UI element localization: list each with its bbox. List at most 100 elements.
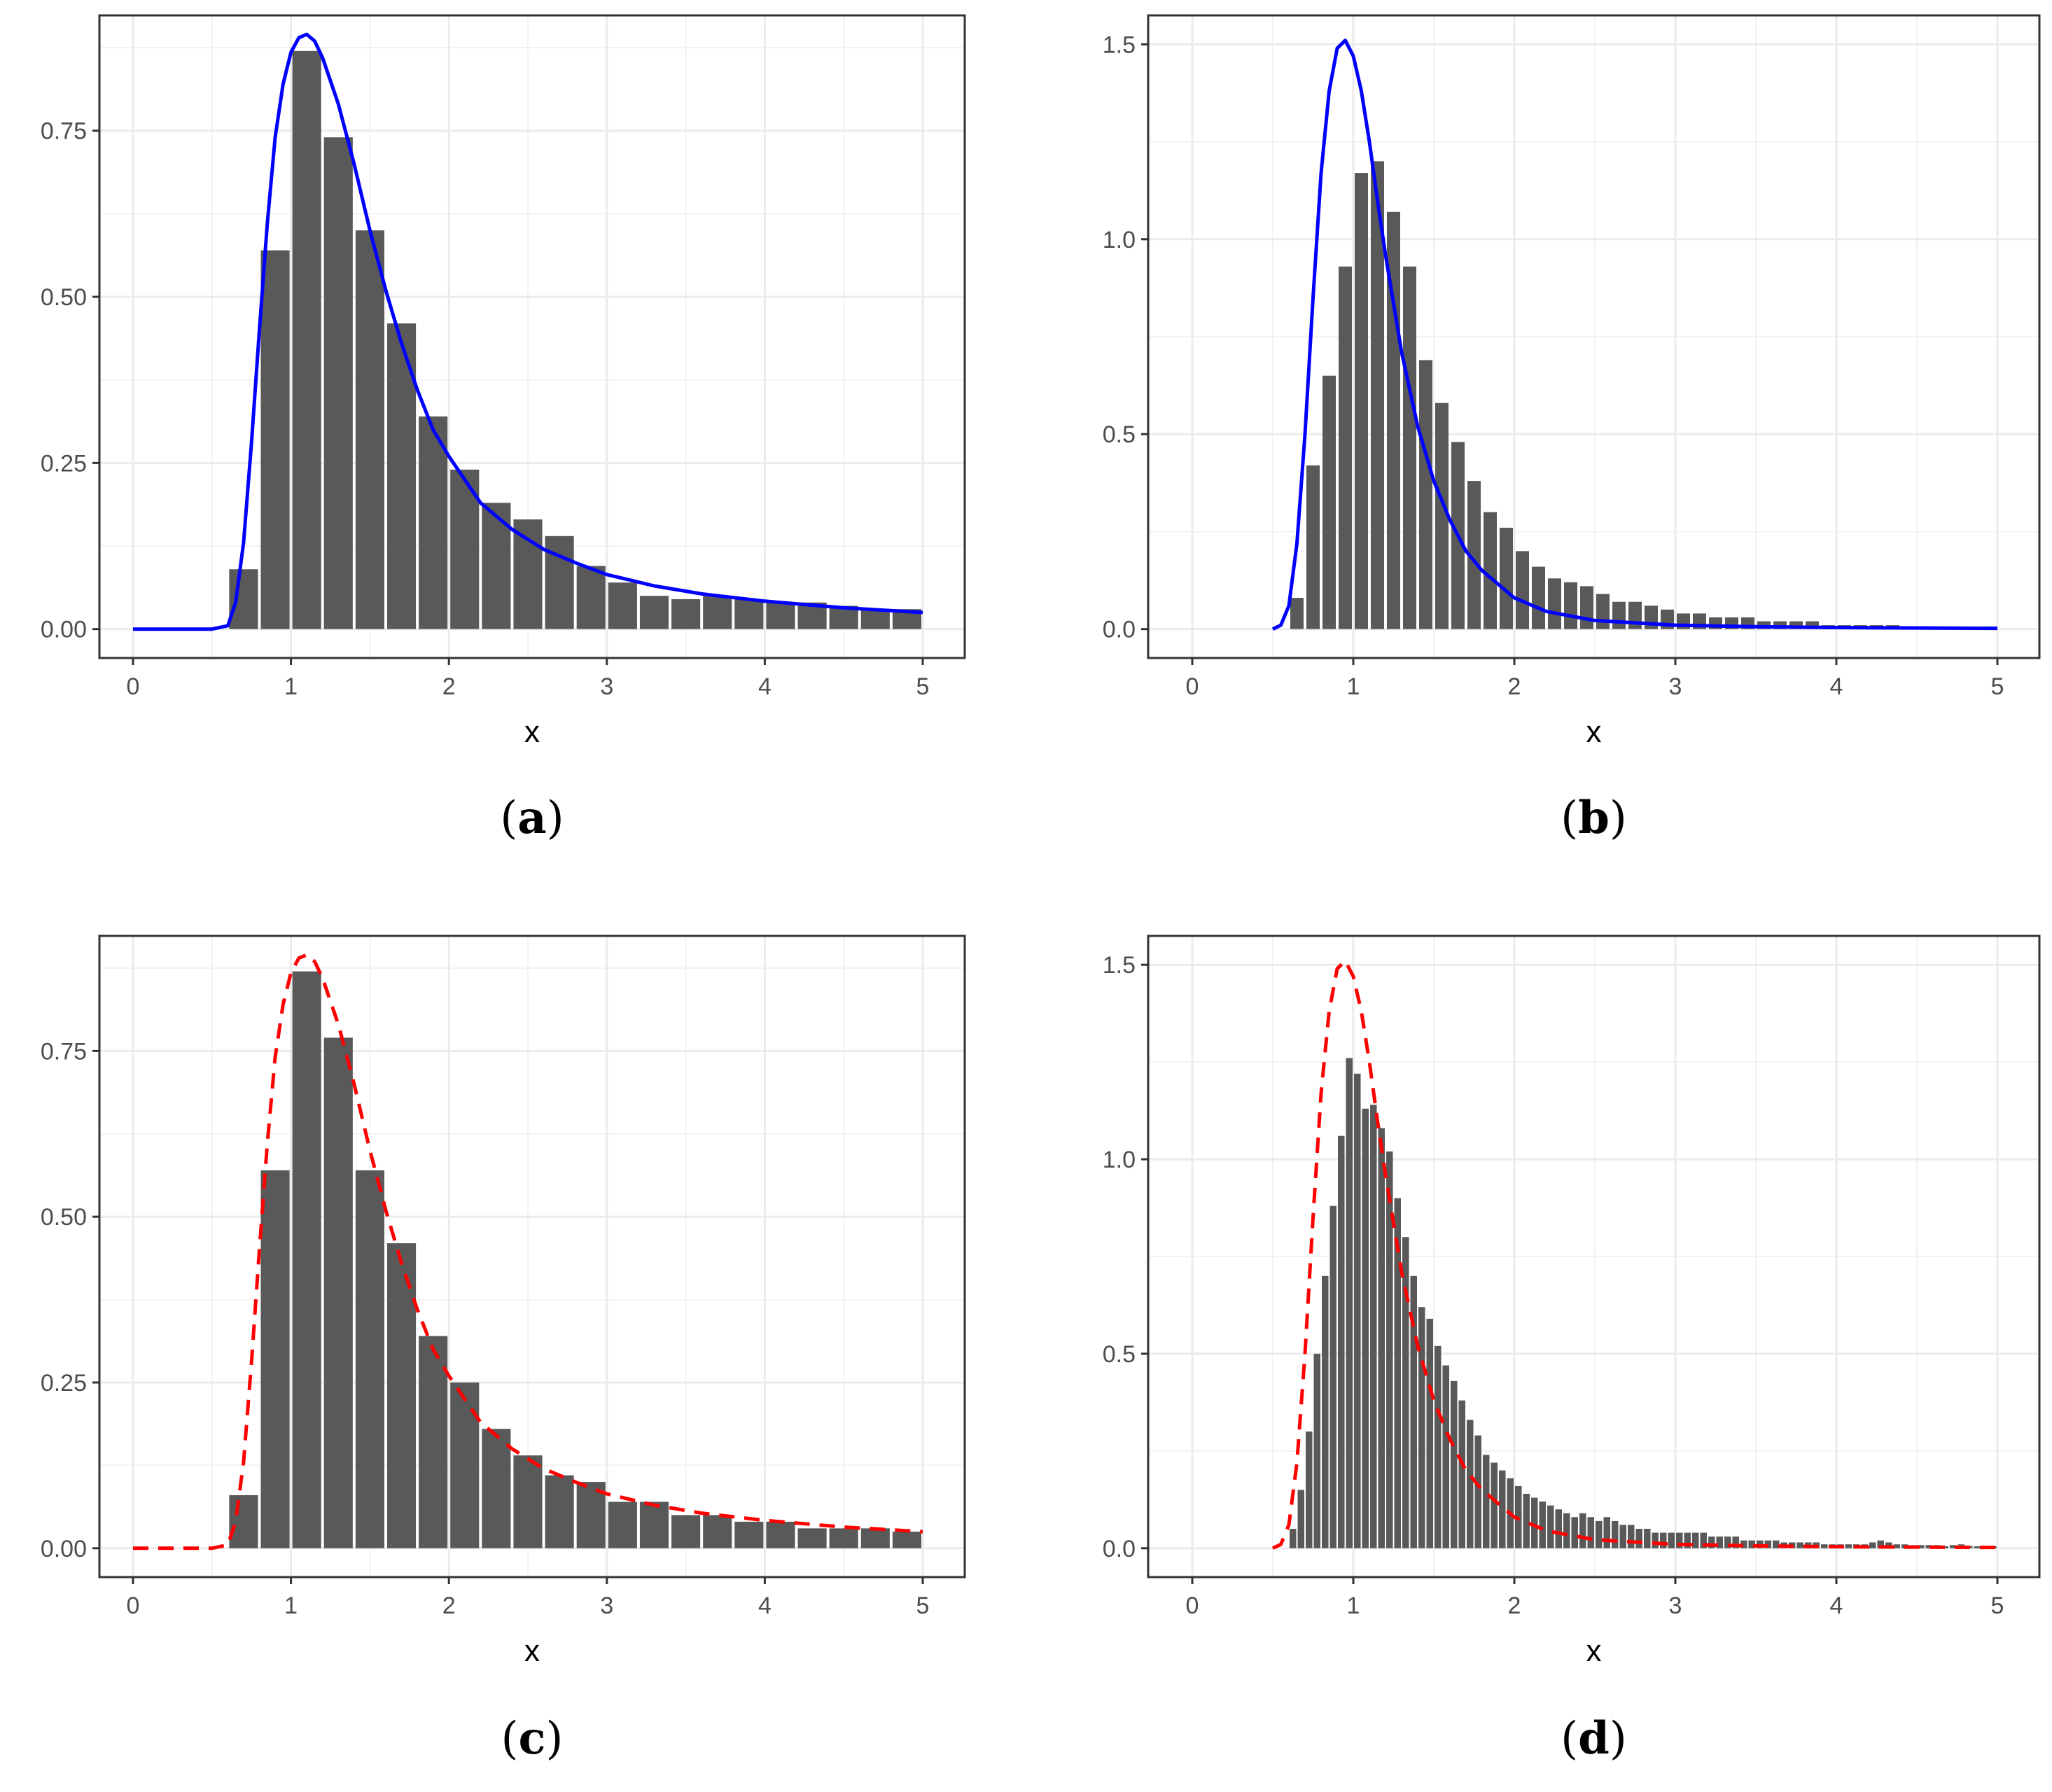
x-tick-label: 3	[1669, 1592, 1682, 1619]
histogram-bar	[1596, 1520, 1603, 1548]
histogram-bar	[292, 50, 321, 629]
y-tick-label: 0.5	[1103, 1341, 1136, 1368]
histogram-bar	[860, 1528, 890, 1548]
panel-c: 0.00 0.25 0.50 0.75 0 1 2 3 4 5 x (c)	[41, 934, 966, 1765]
x-axis-title: x	[524, 1634, 540, 1668]
histogram-bar	[1877, 1540, 1884, 1548]
histogram-bar	[1426, 1318, 1433, 1548]
histogram-bar	[1579, 1513, 1586, 1548]
x-tick-label: 0	[1186, 673, 1199, 700]
x-tick-label: 5	[1991, 1592, 2004, 1619]
histogram-bar	[671, 598, 701, 629]
panel-d: 0.0 0.5 1.0 1.5 0 1 2 3 4 5 x (d)	[1103, 934, 2041, 1765]
histogram-bar	[355, 230, 384, 629]
histogram-bar	[1370, 1105, 1377, 1548]
histogram-bar	[1596, 594, 1610, 629]
histogram-bar	[1516, 551, 1529, 629]
histogram-bar	[1806, 621, 1819, 629]
y-tick-label: 1.5	[1103, 31, 1136, 58]
caption-letter: c	[519, 1712, 546, 1765]
x-tick-label: 1	[284, 1592, 298, 1619]
x-tick-label: 0	[127, 1592, 140, 1619]
histogram-bar	[1950, 1545, 1957, 1548]
histogram-bar	[1313, 1353, 1320, 1548]
y-tick-label: 0.0	[1103, 617, 1136, 643]
caption-letter: d	[1578, 1712, 1610, 1765]
histogram-bar	[229, 1495, 258, 1548]
histogram-bar	[482, 1429, 511, 1548]
histogram-bar	[1339, 266, 1352, 629]
histogram-bar	[1371, 161, 1384, 629]
histogram-bar	[1796, 1542, 1803, 1548]
histogram-bar	[608, 1502, 637, 1548]
histogram-bar	[734, 1521, 764, 1548]
panel-a: 0.00 0.25 0.50 0.75 0 1 2 3 4 5 x (a)	[41, 14, 966, 844]
x-tick-label: 3	[600, 1592, 613, 1619]
histogram-bar	[513, 519, 543, 629]
histogram-bar	[1458, 1400, 1465, 1548]
histogram-bar	[1587, 1517, 1594, 1548]
histogram-bar	[1467, 1420, 1474, 1548]
histogram-bar	[1564, 582, 1577, 629]
histogram-bar	[1474, 1435, 1481, 1548]
histogram-bar	[1394, 1198, 1401, 1548]
histogram-bar	[1676, 1532, 1683, 1548]
histogram-bar	[1773, 1540, 1780, 1548]
x-tick-label: 1	[284, 673, 298, 700]
panel-caption: (c)	[501, 1712, 564, 1765]
x-axis-title: x	[524, 715, 540, 749]
x-tick-label: 5	[916, 673, 930, 700]
histogram-bar	[1974, 1546, 1981, 1548]
histogram-bar	[1355, 173, 1368, 629]
histogram-bar	[1306, 1432, 1313, 1548]
histogram-bar	[1603, 1517, 1610, 1548]
histogram-bar	[1773, 621, 1787, 629]
x-tick-label: 4	[758, 1592, 772, 1619]
histogram-bar	[1435, 402, 1449, 629]
y-tick-label: 0.75	[41, 118, 87, 145]
histogram-bar	[545, 1475, 574, 1548]
panel-caption: (a)	[500, 792, 564, 844]
histogram-bar	[1435, 1345, 1442, 1548]
histogram-bar	[1941, 1546, 1948, 1548]
caption-letter: a	[517, 792, 546, 844]
histogram-bar	[892, 1532, 921, 1548]
histogram-bar	[1484, 512, 1497, 629]
histogram-bar	[1580, 586, 1593, 629]
histogram-bar	[1499, 1470, 1506, 1548]
histogram-bar	[1306, 465, 1320, 629]
caption-open-paren: (	[1561, 792, 1578, 844]
histogram-bar	[1571, 1517, 1578, 1548]
y-tick-label: 0.25	[41, 450, 87, 477]
x-tick-label: 3	[600, 673, 613, 700]
histogram-bar	[734, 598, 764, 629]
y-tick-label: 0.5	[1103, 421, 1136, 448]
histogram-bar	[1467, 481, 1481, 629]
histogram-bar	[1652, 1532, 1659, 1548]
histogram-bar	[1740, 1540, 1747, 1548]
y-tick-label: 0.0	[1103, 1536, 1136, 1562]
histogram-bar	[1403, 266, 1416, 629]
histogram-bar	[1893, 1544, 1900, 1548]
histogram-bar	[1491, 1462, 1498, 1548]
caption-close-paren: )	[1610, 792, 1627, 844]
histogram-bar	[766, 602, 795, 629]
histogram-bar	[1748, 1540, 1755, 1548]
histogram-bar	[797, 1528, 827, 1548]
histogram-bar	[386, 1243, 417, 1548]
histogram-bar	[1290, 598, 1304, 629]
histogram-bar	[1869, 1542, 1876, 1548]
x-tick-label: 2	[1508, 673, 1521, 700]
histogram-bar	[1700, 1532, 1707, 1548]
x-tick-label: 4	[1830, 673, 1843, 700]
histogram-bar	[639, 596, 669, 629]
caption-close-paren: )	[1610, 1713, 1627, 1765]
panel-b: 0.0 0.5 1.0 1.5 0 1 2 3 4 5 x (b)	[1103, 14, 2041, 844]
histogram-bar	[1555, 1509, 1562, 1548]
histogram-bar	[1628, 1525, 1635, 1548]
histogram-bar	[1523, 1493, 1530, 1548]
histogram-bar	[1635, 1528, 1642, 1548]
histogram-bar	[1789, 621, 1803, 629]
histogram-bar	[1500, 527, 1513, 629]
